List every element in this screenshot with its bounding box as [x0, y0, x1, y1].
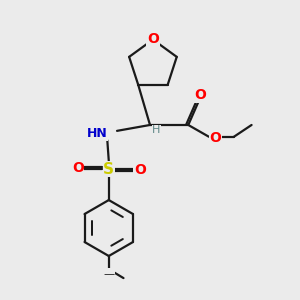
- Text: O: O: [72, 161, 84, 175]
- Text: S: S: [103, 162, 114, 177]
- Text: H: H: [152, 125, 161, 135]
- Text: O: O: [134, 163, 146, 177]
- Text: O: O: [147, 32, 159, 46]
- Text: —: —: [103, 269, 114, 279]
- Text: O: O: [194, 88, 206, 102]
- Text: O: O: [209, 131, 221, 145]
- Text: HN: HN: [87, 127, 107, 140]
